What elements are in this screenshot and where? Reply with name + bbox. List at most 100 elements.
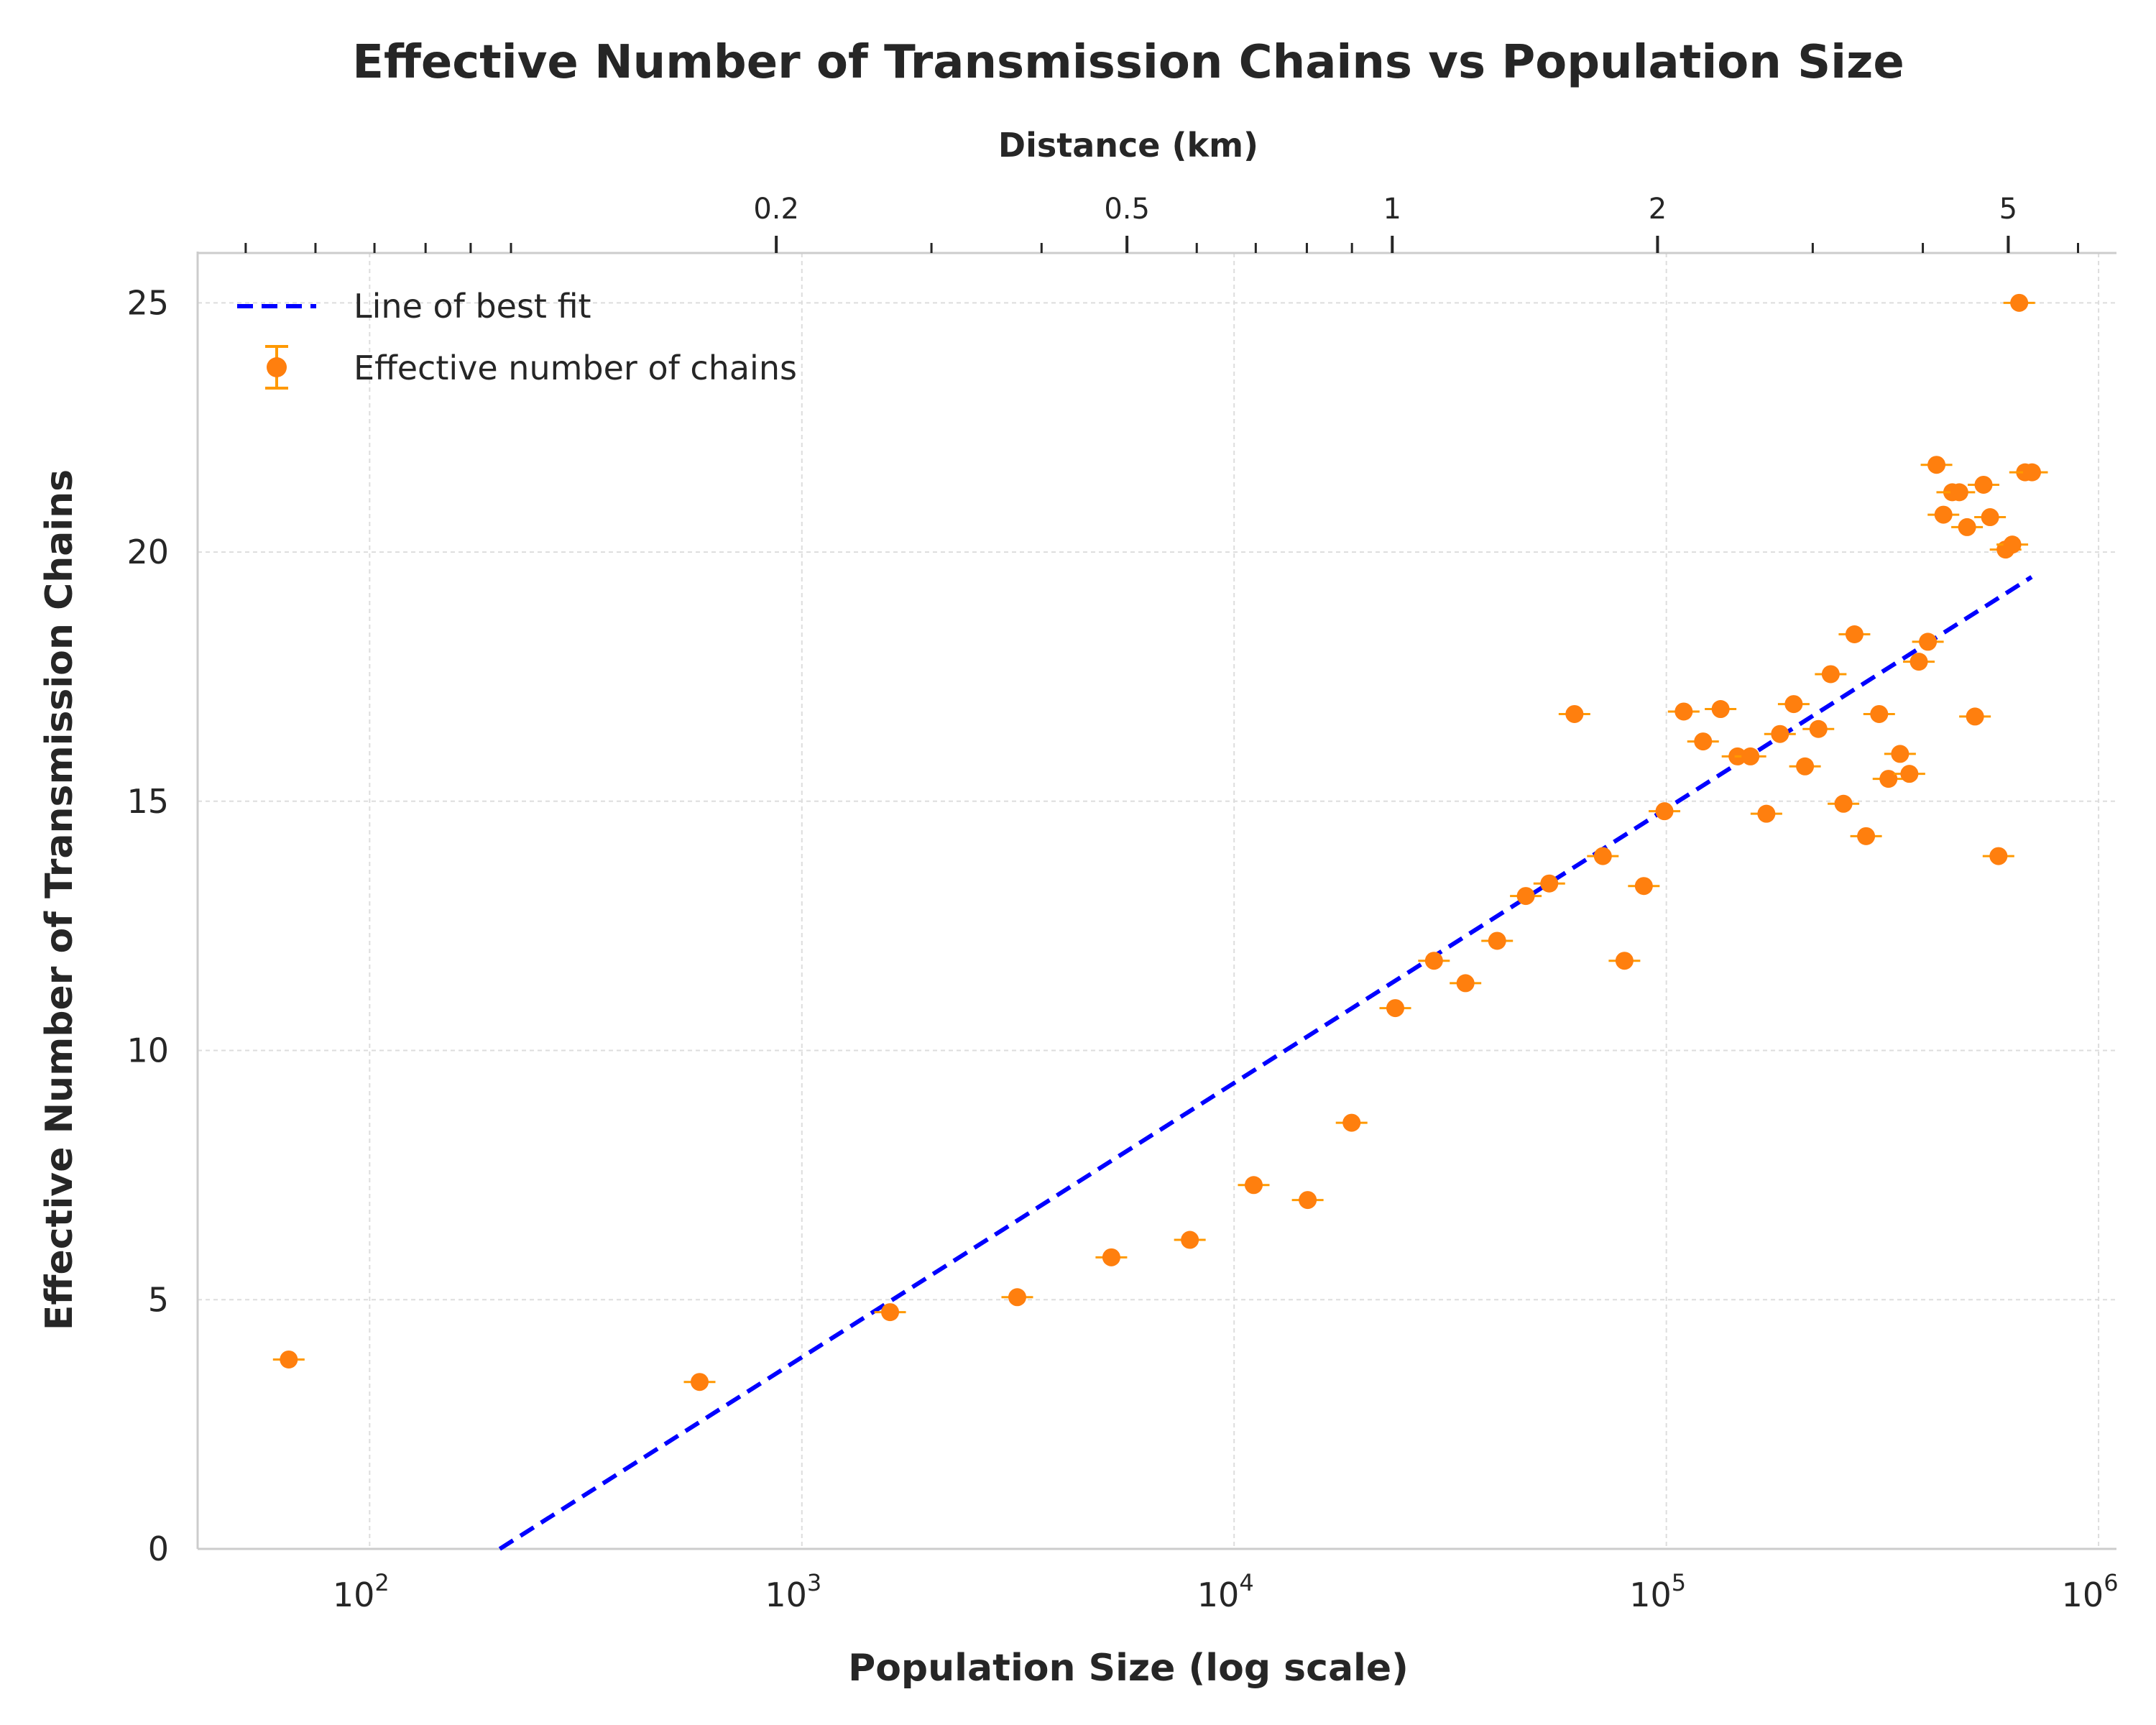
point-marker <box>1870 704 1889 723</box>
data-point <box>1959 707 1991 726</box>
point-marker <box>1516 887 1535 906</box>
x-tick-label: 104 <box>1197 1569 1254 1614</box>
point-marker <box>1244 1176 1263 1195</box>
data-point <box>1982 847 2014 865</box>
data-point <box>1705 700 1737 719</box>
y-tick-label: 0 <box>148 1530 169 1568</box>
point-marker <box>1927 456 1946 474</box>
point-marker <box>1615 952 1634 970</box>
top-tick-label: 5 <box>1999 193 2017 226</box>
x-tick-label: 102 <box>333 1569 390 1614</box>
data-point <box>1974 508 2007 527</box>
point-marker <box>2022 463 2041 482</box>
data-point <box>1863 704 1895 723</box>
data-point <box>1608 952 1641 970</box>
best-fit-line <box>498 575 2033 1551</box>
data-point <box>1828 794 1860 813</box>
data-point <box>1174 1230 1206 1249</box>
top-tick-label: 2 <box>1649 193 1667 226</box>
y-axis-label: Effective Number of Transmission Chains <box>38 469 81 1330</box>
point-marker <box>1857 827 1876 845</box>
data-point <box>1734 747 1766 765</box>
point-marker <box>1981 508 1999 527</box>
x-tick-label: 106 <box>2062 1569 2119 1614</box>
data-point <box>1379 999 1411 1018</box>
x-axis-ticks: 102 103 104 105 106 <box>333 1569 2119 1614</box>
data-point <box>1893 765 1925 783</box>
data-point <box>1764 724 1796 743</box>
x-tick-label: 103 <box>765 1569 821 1614</box>
data-point <box>1750 804 1782 823</box>
data-point <box>874 1303 906 1322</box>
data-point <box>1872 770 1904 788</box>
top-axis-ticks: 0.2 0.5 1 2 5 <box>244 193 2080 253</box>
point-marker <box>1771 724 1789 743</box>
data-point <box>1558 704 1590 723</box>
data-point <box>1802 719 1835 738</box>
point-marker <box>1008 1288 1026 1307</box>
data-point <box>1927 505 1960 524</box>
x-axis-label: Population Size (log scale) <box>848 1647 1409 1690</box>
x-tick-label: 105 <box>1629 1569 1686 1614</box>
point-marker <box>1919 632 1938 651</box>
top-tick-label: 0.5 <box>1104 193 1150 226</box>
y-tick-label: 5 <box>148 1280 169 1319</box>
point-marker <box>1966 707 1984 726</box>
data-point <box>1450 974 1482 993</box>
legend-label-fit: Line of best fit <box>354 287 591 326</box>
point-marker <box>1342 1113 1361 1132</box>
point-marker <box>1796 757 1815 776</box>
point-marker <box>881 1303 900 1322</box>
best-fit-line-group <box>498 575 2033 1551</box>
point-marker <box>1181 1230 1199 1249</box>
data-point <box>1533 874 1565 893</box>
data-point <box>1920 456 1953 474</box>
data-point <box>1001 1288 1033 1307</box>
point-marker <box>1674 702 1693 721</box>
point-marker <box>1711 700 1730 719</box>
data-point <box>1628 877 1660 896</box>
top-axis-label: Distance (km) <box>998 126 1258 165</box>
data-point <box>1789 757 1821 776</box>
data-point <box>1649 802 1681 821</box>
point-marker <box>1891 745 1909 763</box>
data-point <box>1667 702 1700 721</box>
point-marker <box>1741 747 1760 765</box>
point-marker <box>1540 874 1559 893</box>
data-point <box>1238 1176 1270 1195</box>
data-point <box>2016 463 2048 482</box>
point-marker <box>1900 765 1919 783</box>
data-point <box>1968 475 2000 494</box>
top-tick-label: 0.2 <box>753 193 799 226</box>
data-point <box>1510 887 1542 906</box>
y-tick-label: 15 <box>126 782 169 821</box>
data-point <box>1687 732 1719 751</box>
point-marker <box>1565 704 1584 723</box>
data-point <box>1912 632 1944 651</box>
data-point <box>1587 847 1619 865</box>
data-point <box>1838 625 1871 643</box>
point-marker <box>1655 802 1674 821</box>
point-marker <box>1593 847 1612 865</box>
point-marker <box>1102 1248 1120 1266</box>
point-marker <box>1950 483 1968 502</box>
data-point <box>1850 827 1882 845</box>
point-marker <box>2010 293 2029 312</box>
data-point <box>1943 483 1976 502</box>
data-point <box>1418 952 1450 970</box>
point-marker <box>1821 665 1840 684</box>
point-marker <box>1424 952 1443 970</box>
point-marker <box>280 1350 298 1368</box>
point-marker <box>1958 518 1976 536</box>
legend-label-points: Effective number of chains <box>354 349 797 387</box>
data-point <box>683 1373 716 1392</box>
y-tick-label: 20 <box>126 533 169 571</box>
data-point <box>1777 695 1810 714</box>
point-marker <box>1974 475 1993 494</box>
axes <box>196 252 2116 1550</box>
point-marker <box>1694 732 1713 751</box>
point-marker <box>2003 535 2022 554</box>
